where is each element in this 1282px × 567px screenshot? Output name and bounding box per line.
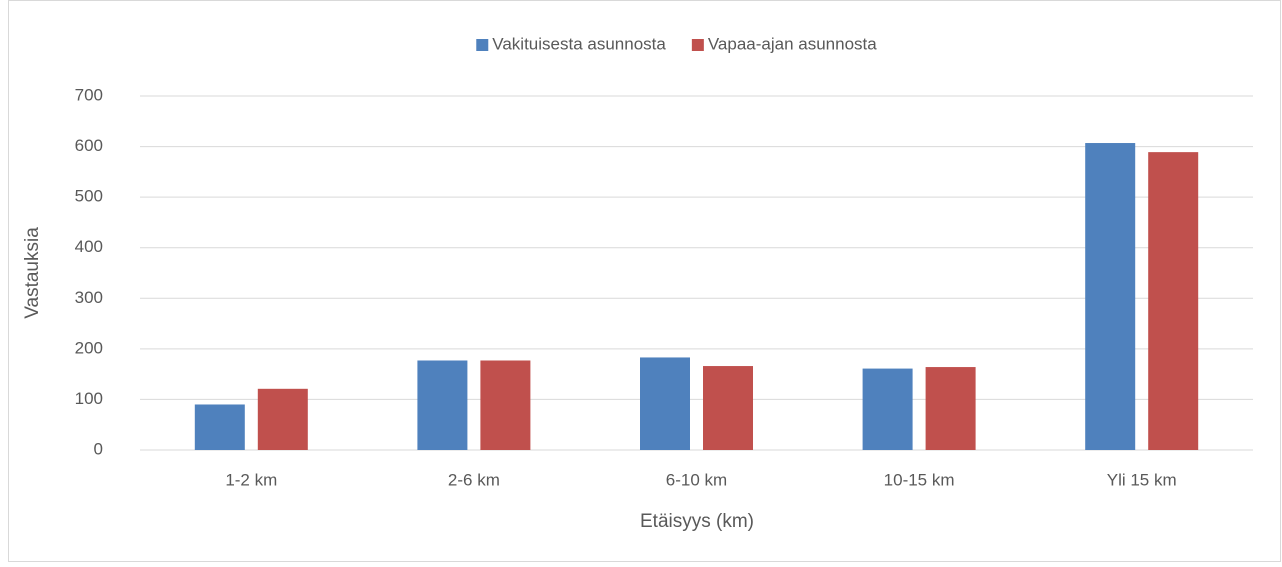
bar [480, 360, 531, 450]
bar [925, 367, 976, 450]
y-tick-label: 300 [75, 288, 103, 307]
x-axis-label: Etäisyys (km) [640, 511, 754, 532]
y-tick-label: 100 [75, 389, 103, 408]
bar [417, 360, 468, 450]
x-tick-label: Yli 15 km [1107, 470, 1177, 489]
bar [257, 388, 308, 450]
bar [194, 404, 245, 450]
bar [703, 366, 753, 450]
x-tick-label: 10-15 km [884, 470, 955, 489]
bar [862, 368, 913, 450]
y-tick-label: 0 [94, 439, 103, 458]
y-tick-label: 500 [75, 187, 103, 206]
legend-swatch [476, 39, 489, 51]
legend: Vakituisesta asunnosta Vapaa-ajan asunnos… [476, 34, 877, 53]
y-tick-label: 200 [75, 338, 103, 357]
legend-item: Vapaa-ajan asunnosta [691, 34, 877, 53]
y-tick-label: 600 [75, 136, 103, 155]
chart-border [8, 0, 1281, 562]
x-tick-label: 6-10 km [666, 470, 727, 489]
bar [1085, 143, 1136, 450]
y-axis-label: Vastauksia [22, 227, 43, 319]
legend-label: Vakituisesta asunnosta [492, 34, 666, 53]
x-tick-label: 1-2 km [225, 470, 277, 489]
legend-item: Vakituisesta asunnosta [476, 34, 666, 53]
y-tick-label: 400 [75, 237, 103, 256]
legend-label: Vapaa-ajan asunnosta [708, 34, 877, 53]
bar [1148, 152, 1199, 451]
bar [640, 357, 690, 450]
x-tick-label: 2-6 km [448, 470, 500, 489]
legend-swatch [691, 39, 704, 51]
y-tick-label: 700 [75, 85, 103, 104]
